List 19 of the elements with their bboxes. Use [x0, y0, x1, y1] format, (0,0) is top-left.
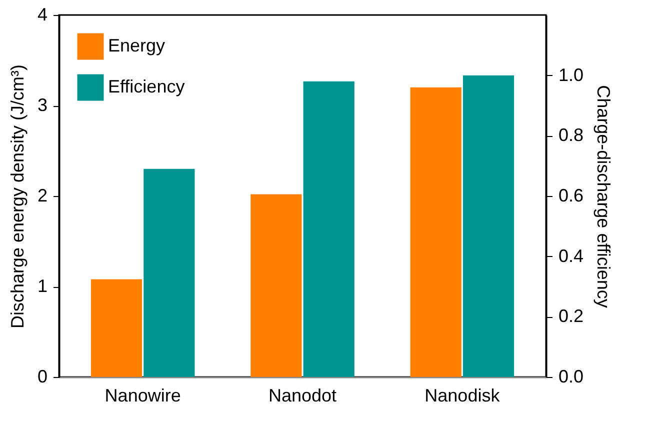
x-tick-label: Nanodot [268, 386, 337, 406]
legend-label: Efficiency [108, 76, 185, 96]
y2-tick-label: 1.0 [558, 64, 584, 85]
y2-axis-title: Charge-discharge efficiency [594, 85, 614, 308]
y2-tick-label: 0.4 [558, 246, 584, 266]
x-tick-label: Nanowire [104, 386, 181, 406]
y-tick-label: 0 [37, 366, 48, 386]
y-tick-label: 4 [37, 4, 48, 24]
x-tick-label: Nanodisk [424, 386, 501, 406]
y-tick-label: 2 [37, 186, 48, 206]
y2-tick-label: 0.2 [558, 306, 584, 326]
bar [144, 168, 195, 377]
y2-tick-label: 0.8 [558, 125, 584, 146]
y2-tick-label: 0.6 [558, 186, 584, 206]
y-axis-title: Discharge energy density (J/cm³) [7, 64, 28, 329]
y-tick-label: 1 [37, 276, 48, 296]
y-tick-label: 3 [37, 95, 48, 115]
y2-tick-label: 0.0 [558, 366, 584, 386]
legend-label: Energy [108, 36, 166, 56]
